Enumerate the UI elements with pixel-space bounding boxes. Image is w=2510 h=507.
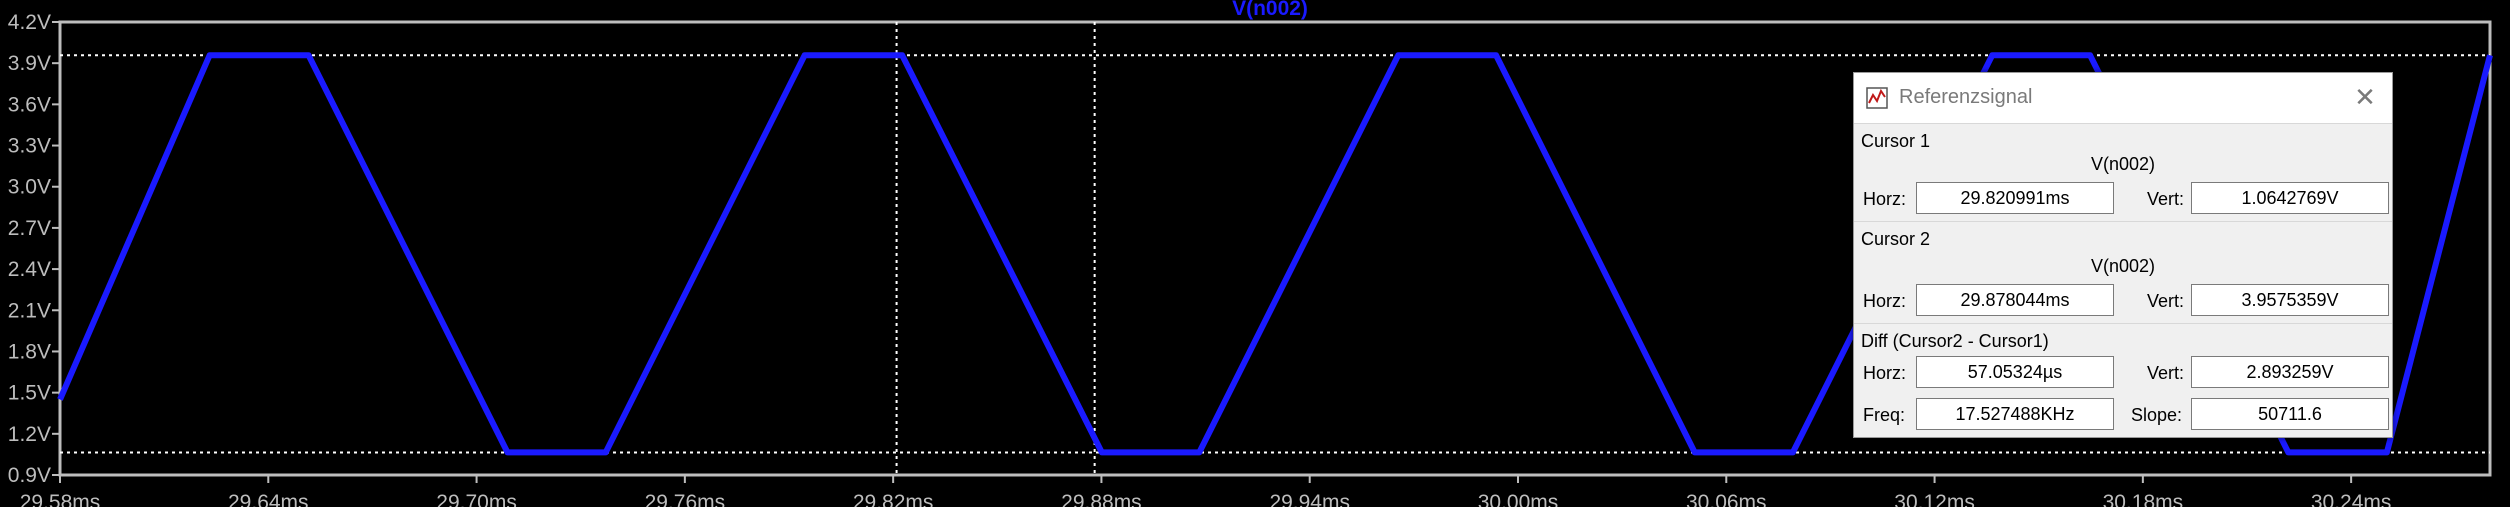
- y-tick-label: 0.9V: [8, 464, 51, 487]
- cursor-readout-dialog[interactable]: Referenzsignal ✕ Cursor 1 V(n002) Horz: …: [1853, 72, 2393, 438]
- cursor1-vert-field[interactable]: 1.0642769V: [2191, 182, 2389, 214]
- y-tick-label: 3.6V: [8, 93, 51, 116]
- y-tick-label: 3.3V: [8, 135, 51, 158]
- diff-vert-field[interactable]: 2.893259V: [2191, 356, 2389, 388]
- cursor1-title: Cursor 1: [1861, 131, 1931, 151]
- cursor1-horz-label: Horz:: [1863, 189, 1907, 209]
- cursor2-horz-label: Horz:: [1863, 291, 1907, 311]
- y-tick-label: 1.5V: [8, 382, 51, 405]
- plot-axes: [58, 20, 2492, 477]
- diff-vert-label: Vert:: [2147, 363, 2185, 383]
- x-tick-label: 30.24ms: [2311, 491, 2392, 507]
- dialog-title: Referenzsignal: [1899, 86, 2033, 108]
- x-tick-label: 29.88ms: [1061, 491, 1142, 507]
- diff-freq-field[interactable]: 17.527488KHz: [1916, 398, 2114, 430]
- y-tick-label: 1.8V: [8, 340, 51, 363]
- cursor2-vert-label: Vert:: [2147, 291, 2185, 311]
- x-tick-label: 29.94ms: [1269, 491, 1350, 507]
- cursor2-vert-field[interactable]: 3.9575359V: [2191, 284, 2389, 316]
- y-tick-label: 3.0V: [8, 176, 51, 199]
- cursor2-section: Cursor 2 V(n002) Horz: 29.878044ms Vert:…: [1854, 221, 2392, 324]
- y-tick-label: 4.2V: [8, 11, 51, 34]
- x-tick-label: 30.12ms: [1894, 491, 1975, 507]
- diff-slope-field[interactable]: 50711.6: [2191, 398, 2389, 430]
- dialog-titlebar[interactable]: Referenzsignal ✕: [1854, 73, 2392, 123]
- y-tick-label: 2.7V: [8, 217, 51, 240]
- trace-title[interactable]: V(n002): [1232, 0, 1308, 20]
- x-tick-label: 30.06ms: [1686, 491, 1767, 507]
- ltspice-probe-icon: [1866, 87, 1888, 109]
- cursor1-horz-field[interactable]: 29.820991ms: [1916, 182, 2114, 214]
- diff-freq-label: Freq:: [1863, 405, 1906, 425]
- y-tick-label: 3.9V: [8, 52, 51, 75]
- diff-slope-label: Slope:: [2131, 405, 2183, 425]
- plot-frame: [58, 20, 2492, 477]
- diff-title: Diff (Cursor2 - Cursor1): [1861, 331, 2049, 351]
- x-tick-label: 30.18ms: [2103, 491, 2184, 507]
- x-tick-label: 29.58ms: [20, 491, 101, 507]
- cursor2-trace-name: V(n002): [2090, 256, 2156, 276]
- cursor2-horz-field[interactable]: 29.878044ms: [1916, 284, 2114, 316]
- diff-section: Diff (Cursor2 - Cursor1) Horz: 57.05324µ…: [1854, 323, 2392, 438]
- y-tick-label: 2.1V: [8, 299, 51, 322]
- cursor2-title: Cursor 2: [1861, 229, 1931, 249]
- x-tick-label: 29.64ms: [228, 491, 309, 507]
- x-tick-label: 29.76ms: [645, 491, 726, 507]
- y-axis-ticks: 4.2V 3.9V 3.6V 3.3V 3.0V 2.7V 2.4V 2.1V 1.8V 1.5V…: [8, 11, 60, 487]
- cursor1-section: Cursor 1 V(n002) Horz: 29.820991ms Vert:…: [1854, 123, 2392, 222]
- x-tick-label: 29.70ms: [436, 491, 517, 507]
- y-tick-label: 2.4V: [8, 258, 51, 281]
- y-tick-label: 1.2V: [8, 423, 51, 446]
- diff-horz-label: Horz:: [1863, 363, 1907, 383]
- x-tick-label: 30.00ms: [1478, 491, 1559, 507]
- x-tick-label: 29.82ms: [853, 491, 934, 507]
- close-icon[interactable]: ✕: [2354, 82, 2376, 112]
- cursor1-vert-label: Vert:: [2147, 189, 2185, 209]
- diff-horz-field[interactable]: 57.05324µs: [1916, 356, 2114, 388]
- cursor1-trace-name: V(n002): [2090, 154, 2156, 174]
- x-axis-ticks: 29.58ms 29.64ms 29.70ms 29.76ms 29.82ms 29.88…: [20, 475, 2392, 507]
